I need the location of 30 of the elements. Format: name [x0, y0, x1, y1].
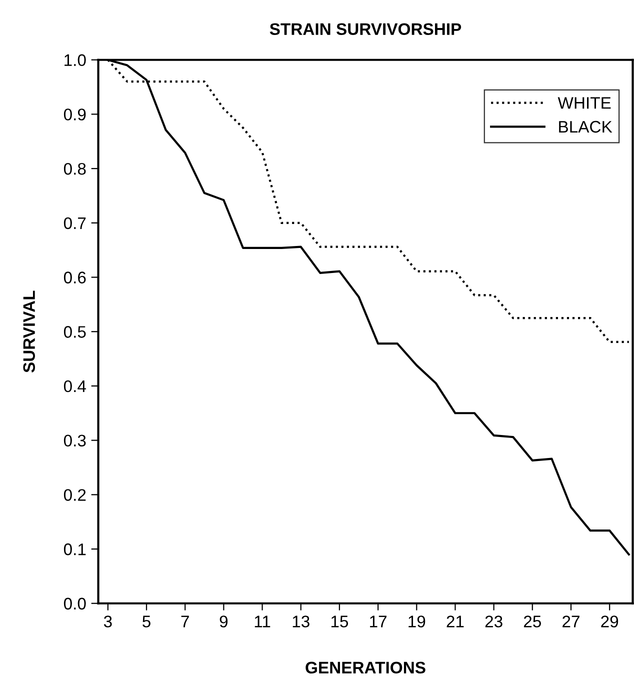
legend-label: BLACK	[559, 120, 612, 133]
y-tick-label: 0.4	[64, 380, 86, 392]
y-tick-label: 0.3	[64, 434, 86, 447]
x-tick-label: 13	[292, 616, 310, 628]
y-tick-label: 0.7	[64, 217, 86, 230]
y-tick-label: 0.1	[64, 543, 86, 556]
x-tick-label: 3	[104, 616, 112, 628]
y-tick-label: 0.0	[64, 598, 86, 610]
x-tick-label: 15	[331, 616, 348, 628]
y-tick-label: 0.8	[64, 162, 86, 175]
y-tick-label: 0.6	[64, 272, 86, 284]
x-tick-label: 29	[601, 616, 618, 628]
x-tick-label: 27	[562, 616, 580, 628]
x-tick-label: 5	[142, 616, 150, 628]
x-tick-label: 21	[446, 616, 464, 628]
y-tick-label: 0.5	[64, 326, 86, 338]
x-tick-label: 9	[220, 616, 228, 628]
y-tick-label: 0.9	[64, 108, 86, 120]
chart-title: STRAIN SURVIVORSHIP	[270, 23, 462, 36]
x-tick-label: 25	[524, 616, 541, 628]
x-axis-title: GENERATIONS	[306, 662, 426, 674]
x-tick-label: 7	[181, 616, 189, 628]
x-tick-label: 11	[254, 616, 270, 628]
legend-label: WHITE	[558, 97, 611, 109]
x-tick-label: 17	[370, 616, 386, 628]
y-tick-label: 0.2	[64, 489, 86, 501]
x-tick-label: 23	[485, 616, 502, 628]
x-tick-label: 19	[408, 616, 426, 628]
y-axis-title: SURVIVAL	[23, 290, 36, 373]
y-tick-label: 1.0	[64, 54, 86, 66]
